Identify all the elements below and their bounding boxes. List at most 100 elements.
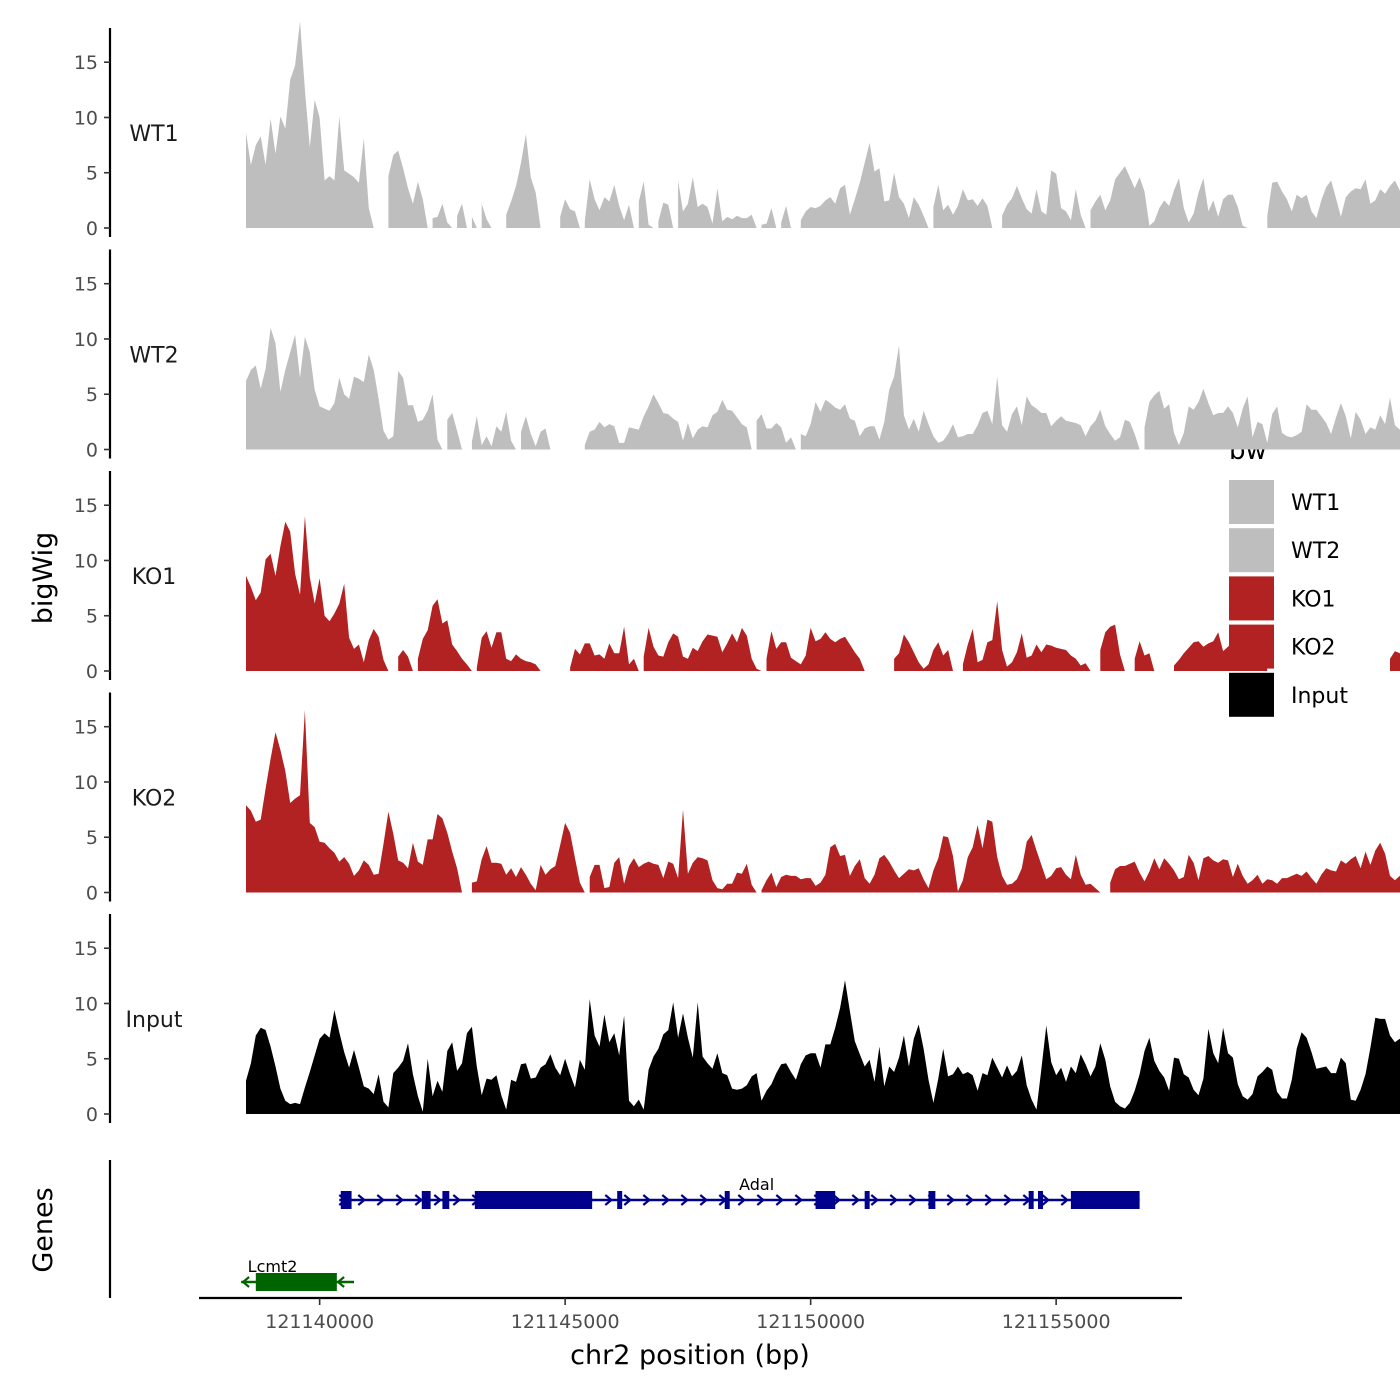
strand-arrow: [642, 1194, 652, 1206]
y-tick-label: 5: [86, 384, 98, 406]
track-ko1: 0 5 10 15 KO1: [74, 471, 1400, 683]
x-tick-label: 121140000: [265, 1311, 374, 1333]
legend-label: WT2: [1291, 539, 1340, 564]
y-tick-label: 0: [86, 883, 98, 905]
legend-swatch: [1229, 576, 1274, 621]
gene-models: Adal Lcmt2: [108, 1160, 1140, 1298]
strand-arrow: [737, 1194, 747, 1206]
y-tick-label: 0: [86, 218, 98, 240]
legend-swatch: [1229, 672, 1274, 717]
strand-arrow: [775, 1194, 785, 1206]
strand-arrow: [832, 1194, 842, 1206]
x-axis: 121140000 121145000 121150000 121155000: [199, 1296, 1182, 1333]
strand-arrow: [1003, 1194, 1013, 1206]
track-input: 0 5 10 15 Input: [74, 914, 1400, 1126]
track-wt1: 0 5 10 15 WT1: [74, 21, 1400, 240]
y-axis-title: bigWig: [28, 532, 59, 625]
exon: [340, 1191, 352, 1209]
strand-arrow: [794, 1194, 804, 1206]
legend-label: WT1: [1291, 491, 1340, 516]
strand-arrow: [661, 1194, 671, 1206]
strand-arrow: [376, 1194, 386, 1206]
legend: WT1 WT2 KO1 KO2 Input: [1229, 480, 1348, 717]
strand-arrow: [908, 1194, 918, 1206]
y-tick-label: 0: [86, 440, 98, 462]
exon: [864, 1191, 870, 1209]
strand-arrow: [336, 1276, 345, 1288]
strand-arrow: [756, 1194, 766, 1206]
legend-label: Input: [1291, 684, 1348, 709]
exon: [617, 1191, 623, 1209]
strand-arrow: [452, 1194, 462, 1206]
exon: [1037, 1191, 1043, 1209]
y-tick-label: 15: [74, 717, 98, 739]
track-label: WT1: [129, 122, 178, 147]
track-label: Input: [126, 1008, 183, 1033]
y-tick-label: 0: [86, 1104, 98, 1126]
legend-swatch: [1229, 480, 1274, 524]
signal-area: [246, 21, 1400, 228]
y-tick-label: 0: [86, 661, 98, 683]
exon: [421, 1191, 431, 1209]
y-tick-label: 15: [74, 274, 98, 296]
track-label: WT2: [129, 344, 178, 369]
strand-arrow: [851, 1194, 861, 1206]
y-tick-label: 10: [74, 550, 98, 572]
genes-axis-title: Genes: [28, 1187, 59, 1272]
strand-arrow: [241, 1276, 250, 1288]
exon: [815, 1191, 836, 1209]
exon: [255, 1273, 337, 1291]
gene-adal: Adal: [338, 1175, 1140, 1209]
strand-arrow: [699, 1194, 709, 1206]
signal-area: [246, 710, 1400, 893]
x-tick-label: 121155000: [1002, 1311, 1111, 1333]
x-axis-title: chr2 position (bp): [570, 1340, 810, 1371]
y-tick-label: 10: [74, 772, 98, 794]
x-tick-label: 121145000: [511, 1311, 620, 1333]
track-label: KO1: [132, 565, 177, 590]
strand-arrow: [433, 1194, 443, 1206]
strand-arrow: [870, 1194, 880, 1206]
strand-arrow: [889, 1194, 899, 1206]
y-tick-label: 10: [74, 329, 98, 351]
track-ko2: 0 5 10 15 KO2: [74, 692, 1400, 905]
strand-arrow: [1060, 1194, 1070, 1206]
legend-swatch: [1229, 624, 1274, 669]
y-tick-label: 10: [74, 993, 98, 1015]
legend-swatch: [1229, 528, 1274, 573]
exon: [442, 1191, 450, 1209]
strand-arrow: [984, 1194, 994, 1206]
signal-area: [246, 980, 1400, 1114]
track-label: KO2: [132, 787, 177, 812]
legend-label: KO2: [1291, 636, 1336, 661]
signal-area: [246, 327, 1400, 450]
y-tick-label: 5: [86, 606, 98, 628]
gene-name-label: Lcmt2: [248, 1257, 298, 1276]
strand-arrow: [1041, 1194, 1051, 1206]
y-tick-label: 5: [86, 163, 98, 185]
strand-arrow: [604, 1194, 614, 1206]
strand-arrow: [946, 1194, 956, 1206]
gene-lcmt2: Lcmt2: [241, 1257, 355, 1291]
track-wt2: 0 5 10 15 WT2: [74, 249, 1400, 462]
exon: [474, 1191, 593, 1209]
strand-arrow: [357, 1194, 367, 1206]
y-tick-label: 5: [86, 1049, 98, 1071]
strand-arrow: [395, 1194, 405, 1206]
strand-arrow: [623, 1194, 633, 1206]
exon: [1070, 1191, 1140, 1209]
exon: [1028, 1191, 1034, 1209]
exon: [928, 1191, 936, 1209]
strand-arrow: [965, 1194, 975, 1206]
signal-tracks: 0 5 10 15 WT1 0 5 10 15 WT2 0 5 10 15 KO1 0 5 10 15 KO2 0 5 10…: [74, 21, 1400, 1126]
y-tick-label: 15: [74, 52, 98, 74]
y-tick-label: 15: [74, 938, 98, 960]
strand-arrow: [414, 1194, 424, 1206]
y-tick-label: 10: [74, 107, 98, 129]
y-tick-label: 15: [74, 495, 98, 517]
signal-area: [246, 516, 1400, 671]
exon: [724, 1191, 730, 1209]
gene-name-label: Adal: [739, 1175, 774, 1194]
legend-label: KO1: [1291, 587, 1336, 612]
